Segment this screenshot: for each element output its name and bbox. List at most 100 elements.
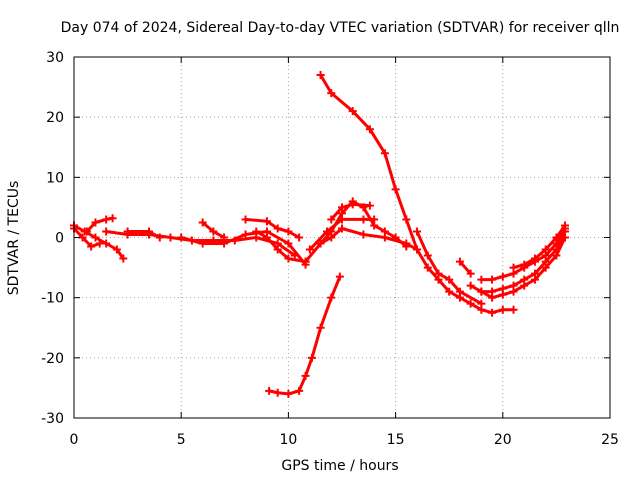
series-track-16 xyxy=(455,257,475,278)
data-point-marker xyxy=(273,388,282,397)
data-point-marker xyxy=(327,233,336,242)
series-track-11 xyxy=(305,215,379,254)
data-point-marker xyxy=(434,269,443,278)
data-point-marker xyxy=(209,227,218,236)
y-tick-labels: -30 -20 -10 0 10 20 30 xyxy=(41,50,64,427)
data-point-marker xyxy=(198,218,207,227)
series-track-15 xyxy=(413,227,486,308)
data-point-marker xyxy=(488,308,497,317)
series-track-3 xyxy=(82,214,117,236)
series-track-13 xyxy=(327,200,374,224)
series-line xyxy=(329,202,372,221)
data-point-marker xyxy=(488,275,497,284)
data-point-marker xyxy=(335,272,344,281)
x-tick-label: 0 xyxy=(70,432,79,448)
data-point-marker xyxy=(365,201,374,210)
series-line xyxy=(179,230,308,267)
data-point-marker xyxy=(316,239,325,248)
y-axis-label: SDTVAR / TECUs xyxy=(6,181,22,296)
series-track-7 xyxy=(198,218,229,242)
data-point-marker xyxy=(498,305,507,314)
data-point-marker xyxy=(477,299,486,308)
chart-title: Day 074 of 2024, Sidereal Day-to-day VTE… xyxy=(61,20,620,36)
data-point-marker xyxy=(466,299,475,308)
data-point-marker xyxy=(509,287,518,296)
data-point-marker xyxy=(327,293,336,302)
data-point-marker xyxy=(262,217,271,226)
data-point-marker xyxy=(498,272,507,281)
series-line xyxy=(469,230,567,294)
data-point-marker xyxy=(466,281,475,290)
data-point-marker xyxy=(123,227,132,236)
series-line xyxy=(415,230,483,306)
data-point-marker xyxy=(359,230,368,239)
data-point-marker xyxy=(455,287,464,296)
data-point-marker xyxy=(166,233,175,242)
data-point-marker xyxy=(102,227,111,236)
y-tick-label: -30 xyxy=(41,411,64,427)
data-point-marker xyxy=(560,233,569,242)
data-point-marker xyxy=(265,386,274,395)
data-point-marker xyxy=(301,257,310,266)
data-point-marker xyxy=(365,125,374,134)
data-point-marker xyxy=(488,293,497,302)
y-tick-label: -10 xyxy=(41,291,64,307)
x-tick-label: 15 xyxy=(387,432,405,448)
data-point-marker xyxy=(520,260,529,269)
data-point-marker xyxy=(520,281,529,290)
data-point-marker xyxy=(445,287,454,296)
data-point-marker xyxy=(327,215,336,224)
data-point-marker xyxy=(91,233,100,242)
data-point-marker xyxy=(338,215,346,224)
data-point-marker xyxy=(284,227,293,236)
series-track-18 xyxy=(477,224,569,284)
data-point-marker xyxy=(509,263,518,272)
data-point-marker xyxy=(509,305,518,314)
x-axis-label: GPS time / hours xyxy=(281,458,398,474)
data-point-marker xyxy=(145,227,154,236)
series-track-19 xyxy=(509,221,569,272)
data-point-marker xyxy=(541,245,550,254)
data-point-marker xyxy=(402,239,411,248)
data-point-marker xyxy=(338,224,346,233)
data-point-marker xyxy=(102,215,111,224)
data-point-marker xyxy=(284,389,293,398)
series-group xyxy=(70,71,569,398)
series-track-1 xyxy=(70,221,128,263)
series-track-20 xyxy=(477,233,569,302)
data-point-marker xyxy=(359,215,368,224)
data-point-marker xyxy=(530,275,539,284)
data-point-marker xyxy=(295,386,304,395)
data-point-marker xyxy=(295,233,304,242)
series-track-8 xyxy=(241,215,304,242)
x-tick-label: 10 xyxy=(279,432,297,448)
data-point-marker xyxy=(262,233,271,242)
data-point-marker xyxy=(198,239,207,248)
data-point-marker xyxy=(307,353,316,362)
data-point-marker xyxy=(338,203,346,212)
data-point-marker xyxy=(530,254,539,263)
x-tick-label: 20 xyxy=(494,432,512,448)
data-point-marker xyxy=(273,224,282,233)
data-point-marker xyxy=(316,71,325,80)
y-tick-label: 10 xyxy=(46,170,64,186)
data-point-marker xyxy=(552,233,561,242)
series-track-14 xyxy=(316,71,518,317)
data-point-marker xyxy=(252,227,261,236)
data-point-marker xyxy=(95,239,104,248)
data-point-marker xyxy=(413,227,422,236)
data-point-marker xyxy=(541,263,550,272)
data-point-marker xyxy=(220,233,229,242)
data-point-marker xyxy=(284,254,293,263)
data-point-marker xyxy=(498,290,507,299)
data-point-marker xyxy=(413,245,422,254)
grid xyxy=(74,57,610,418)
x-tick-label: 25 xyxy=(601,432,619,448)
data-point-marker xyxy=(316,323,325,332)
data-point-marker xyxy=(112,245,121,254)
data-point-marker xyxy=(348,200,357,209)
axis-ticks xyxy=(73,56,611,419)
data-point-marker xyxy=(445,275,454,284)
data-point-marker xyxy=(82,227,91,236)
